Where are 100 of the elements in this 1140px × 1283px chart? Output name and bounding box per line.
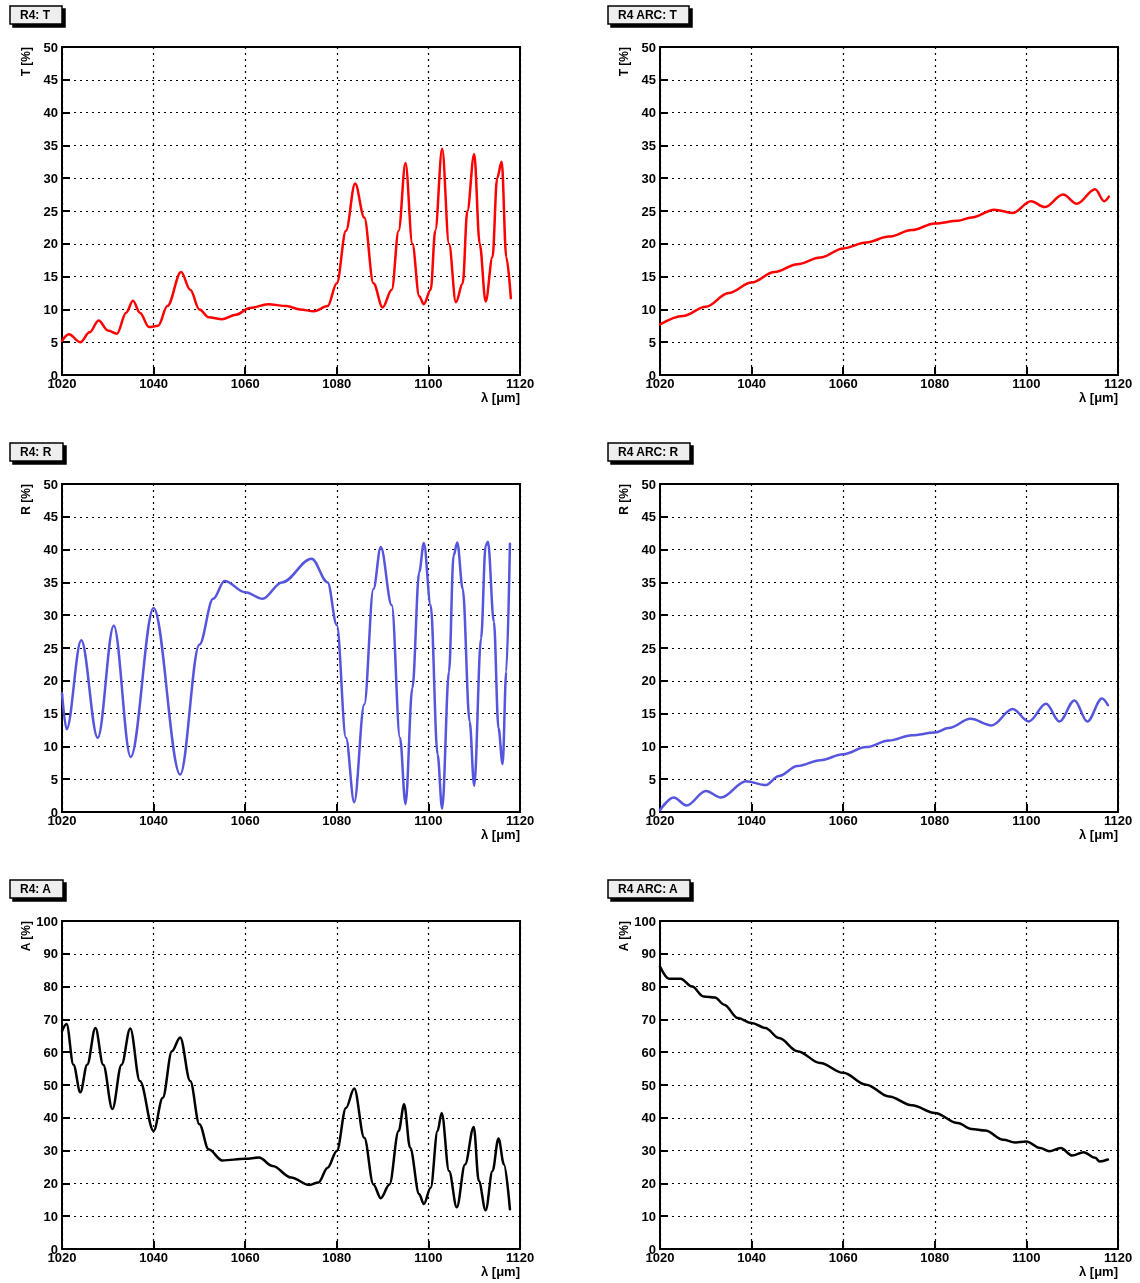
y-tick-label: 35	[43, 574, 58, 590]
y-tick-label: 30	[43, 607, 58, 623]
x-tick-label: 1060	[230, 376, 260, 391]
y-axis-title: A [%]	[617, 921, 631, 952]
y-tick-label: 10	[641, 1208, 656, 1224]
y-tick-label: 100	[36, 913, 58, 929]
y-tick-label: 50	[641, 476, 656, 492]
y-tick-label: 25	[43, 203, 58, 219]
x-tick-label: 1060	[828, 1250, 858, 1265]
x-tick-label: 1100	[414, 376, 443, 391]
y-tick-label: 40	[641, 1110, 656, 1126]
y-tick-label: 30	[641, 170, 656, 186]
y-tick-label: 20	[43, 236, 58, 252]
y-tick-label: 20	[641, 1175, 656, 1191]
y-tick-label: 30	[43, 1143, 58, 1159]
x-axis-title: λ [μm]	[480, 1264, 520, 1279]
y-tick-label: 20	[43, 673, 58, 689]
x-tick-label: 1060	[230, 1250, 260, 1265]
x-tick-label: 1080	[920, 376, 950, 391]
y-tick-label: 5	[50, 771, 58, 787]
line-series	[60, 147, 513, 344]
y-tick-label: 40	[641, 542, 656, 558]
x-tick-label: 1120	[1103, 376, 1133, 391]
y-tick-label: 45	[641, 509, 656, 525]
line-series	[658, 188, 1111, 326]
x-axis-title: λ [μm]	[1078, 1264, 1118, 1279]
y-tick-label: 10	[641, 301, 656, 317]
y-tick-label: 35	[43, 137, 58, 153]
y-tick-label: 80	[43, 979, 58, 995]
x-tick-label: 1060	[828, 813, 858, 828]
x-tick-label: 1040	[737, 376, 767, 391]
chart-title: R4: A	[20, 882, 52, 896]
x-tick-label: 1040	[737, 1250, 767, 1265]
y-tick-label: 10	[641, 738, 656, 754]
x-tick-label: 1100	[1012, 813, 1041, 828]
y-tick-label: 90	[43, 946, 58, 962]
x-tick-label: 1100	[1012, 376, 1041, 391]
y-tick-label: 10	[43, 301, 58, 317]
y-tick-label: 15	[641, 706, 656, 722]
y-tick-label: 25	[43, 640, 58, 656]
y-tick-label: 40	[43, 105, 58, 121]
y-tick-label: 60	[43, 1044, 58, 1060]
y-tick-label: 50	[641, 1077, 656, 1093]
x-axis-title: λ [μm]	[480, 827, 520, 842]
y-tick-label: 20	[43, 1175, 58, 1191]
line-series	[658, 697, 1110, 812]
y-tick-label: 40	[641, 105, 656, 121]
y-tick-label: 35	[641, 574, 656, 590]
y-tick-label: 5	[648, 334, 656, 350]
x-tick-label: 1100	[1012, 1250, 1041, 1265]
y-tick-label: 45	[43, 72, 58, 88]
y-tick-label: 80	[641, 979, 656, 995]
x-tick-label: 1100	[414, 813, 443, 828]
chart-title: R4 ARC: R	[618, 445, 679, 459]
x-tick-label: 1120	[505, 813, 535, 828]
y-tick-label: 100	[634, 913, 656, 929]
y-tick-label: 30	[43, 170, 58, 186]
x-tick-label: 1060	[230, 813, 260, 828]
x-tick-label: 1040	[139, 813, 169, 828]
y-tick-label: 20	[641, 236, 656, 252]
chart-title: R4 ARC: T	[618, 8, 678, 22]
y-tick-label: 25	[641, 640, 656, 656]
y-tick-label: 10	[43, 1208, 58, 1224]
chart-title: R4: R	[20, 445, 52, 459]
y-tick-label: 50	[43, 476, 58, 492]
x-axis-title: λ [μm]	[1078, 390, 1118, 405]
x-tick-label: 1040	[737, 813, 767, 828]
y-tick-label: 50	[641, 39, 656, 55]
y-axis-title: R [%]	[617, 484, 631, 515]
y-tick-label: 25	[641, 203, 656, 219]
chart-title: R4: T	[20, 8, 51, 22]
x-tick-label: 1040	[139, 1250, 169, 1265]
x-tick-label: 1100	[414, 1250, 443, 1265]
y-tick-label: 30	[641, 1143, 656, 1159]
y-tick-label: 35	[641, 137, 656, 153]
y-tick-label: 5	[648, 771, 656, 787]
y-tick-label: 45	[641, 72, 656, 88]
x-tick-label: 1080	[322, 376, 352, 391]
x-axis-title: λ [μm]	[480, 390, 520, 405]
x-tick-label: 1080	[920, 813, 950, 828]
x-tick-label: 1120	[505, 1250, 535, 1265]
y-tick-label: 50	[43, 39, 58, 55]
y-tick-label: 50	[43, 1077, 58, 1093]
x-tick-label: 1080	[322, 813, 352, 828]
y-tick-label: 70	[641, 1011, 656, 1027]
y-tick-label: 30	[641, 607, 656, 623]
line-series	[60, 540, 512, 810]
y-tick-label: 15	[43, 269, 58, 285]
y-tick-label: 60	[641, 1044, 656, 1060]
x-tick-label: 1080	[322, 1250, 352, 1265]
y-tick-label: 20	[641, 673, 656, 689]
x-tick-label: 1040	[139, 376, 169, 391]
y-axis-title: A [%]	[19, 921, 33, 952]
y-tick-label: 40	[43, 542, 58, 558]
x-tick-label: 1120	[1103, 1250, 1133, 1265]
x-tick-label: 1120	[1103, 813, 1133, 828]
x-tick-label: 1080	[920, 1250, 950, 1265]
y-tick-label: 90	[641, 946, 656, 962]
x-tick-label: 1060	[828, 376, 858, 391]
y-tick-label: 15	[641, 269, 656, 285]
